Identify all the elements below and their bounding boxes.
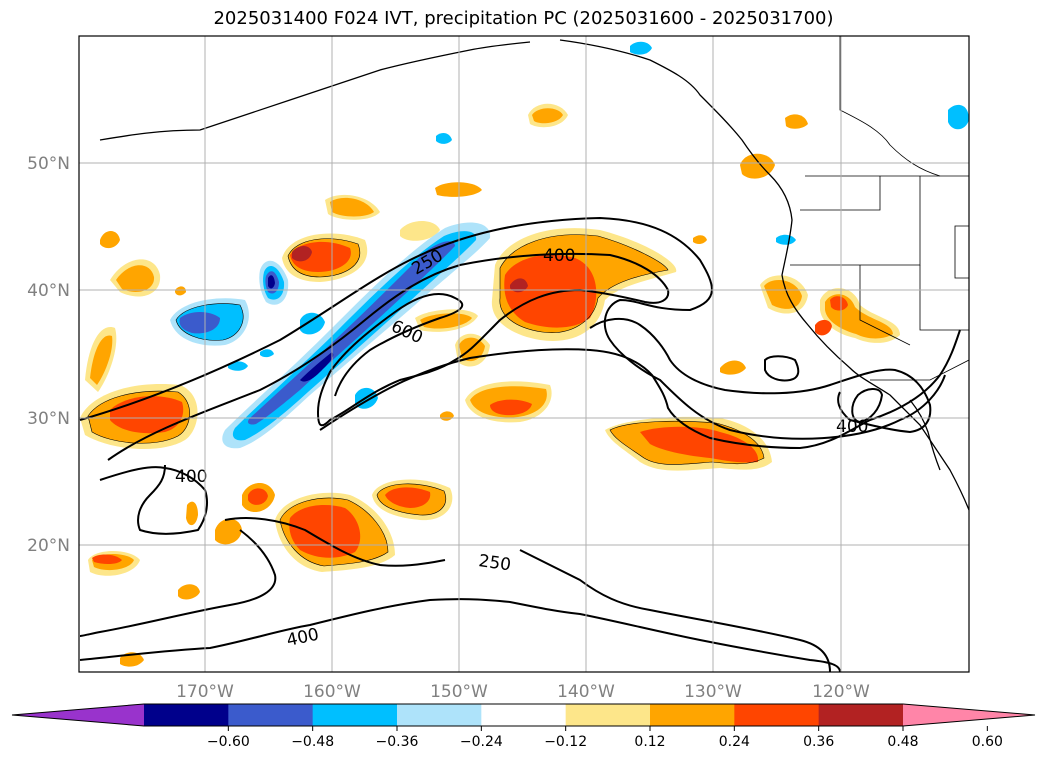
colorbar-tick-label: −0.24 [460, 734, 503, 750]
lon-label-130w: 130°W [684, 682, 742, 702]
map-background [79, 36, 969, 672]
colorbar-tick-label: 0.60 [972, 734, 1003, 750]
colorbar-tick-label: −0.60 [207, 734, 250, 750]
colorbar-cell [818, 704, 904, 726]
ivt-label-250-south: 250 [477, 551, 512, 575]
lon-label-150w: 150°W [430, 682, 488, 702]
coastlines [99, 39, 969, 511]
colorbar-tick-label: −0.48 [291, 734, 334, 750]
lon-label-170w: 170°W [176, 682, 234, 702]
colorbar-tick-label: 0.36 [803, 734, 834, 750]
latitude-axis: 50°N 40°N 30°N 20°N [27, 154, 70, 556]
ivt-contours [79, 216, 961, 672]
lat-label-50n: 50°N [27, 154, 70, 174]
map-title: 2025031400 F024 IVT, precipitation PC (2… [213, 8, 834, 29]
colorbar-tick-label: −0.36 [376, 734, 419, 750]
colorbar-ticks: −0.60 −0.48 −0.36 −0.24 −0.12 0.12 0.24 0.36 0.4… [207, 726, 1003, 750]
lat-label-20n: 20°N [27, 536, 70, 556]
colorbar-cell [144, 704, 229, 726]
colorbar-cells [11, 703, 1036, 727]
lon-label-160w: 160°W [303, 682, 361, 702]
precip-positive-shading [80, 103, 900, 667]
colorbar-extend-min [12, 704, 144, 726]
colorbar-cell [565, 704, 651, 726]
lat-label-30n: 30°N [27, 409, 70, 429]
political-borders [790, 36, 969, 381]
colorbar-cell [650, 704, 735, 726]
map-frame [78, 35, 970, 673]
lon-label-120w: 120°W [812, 682, 870, 702]
colorbar-cell [734, 704, 820, 726]
colorbar: −0.60 −0.48 −0.36 −0.24 −0.12 0.12 0.24 0.36 0.4… [11, 703, 1036, 750]
colorbar-cell [228, 704, 314, 726]
ivt-label-400-west: 400 [175, 467, 207, 487]
gridlines [79, 36, 969, 672]
ivt-label-400-north: 400 [543, 246, 575, 266]
colorbar-extend-max [903, 704, 1035, 726]
colorbar-cell [481, 704, 567, 726]
colorbar-outline [11, 703, 1036, 727]
colorbar-tick-label: 0.12 [634, 734, 665, 750]
colorbar-cell [312, 704, 398, 726]
lat-label-40n: 40°N [27, 281, 70, 301]
longitude-axis: 170°W 160°W 150°W 140°W 130°W 120°W [176, 682, 870, 702]
colorbar-tick-label: −0.12 [544, 734, 587, 750]
colorbar-tick-label: 0.24 [719, 734, 750, 750]
colorbar-tick-label: 0.48 [887, 734, 918, 750]
ivt-label-400-east: 400 [836, 417, 868, 437]
lon-label-140w: 140°W [557, 682, 615, 702]
colorbar-cell [397, 704, 482, 726]
precip-contour-outlines [87, 234, 765, 567]
